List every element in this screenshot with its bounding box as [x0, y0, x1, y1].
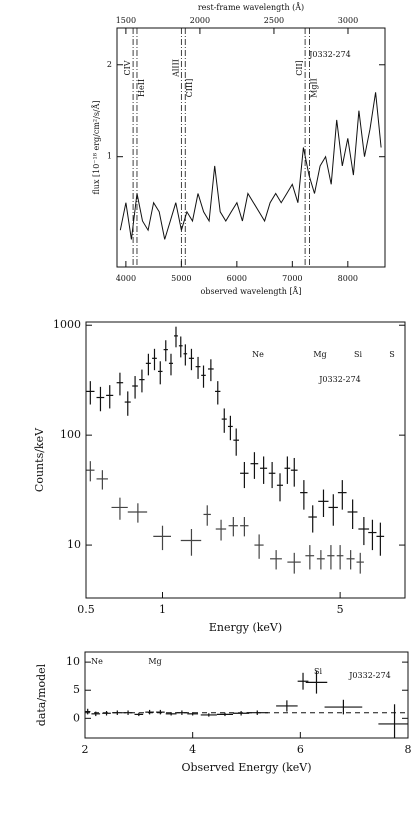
x2-axis-label: rest-frame wavelength (Å) [198, 3, 304, 12]
x2-tick-label: 2500 [264, 16, 284, 25]
x-tick-label: 0.5 [77, 603, 95, 616]
object-label: J0332-274 [308, 50, 351, 59]
line-label: HeII [137, 79, 146, 97]
x2-tick-label: 1500 [116, 16, 136, 25]
x2-tick-label: 2000 [190, 16, 210, 25]
object-label: J0332-274 [318, 375, 361, 384]
annotation: Mg [148, 657, 161, 666]
x-axis-label: Energy (keV) [209, 621, 282, 634]
y-axis-label: data/model [35, 663, 48, 726]
x-tick-label: 8 [405, 743, 412, 756]
x-tick-label: 1 [159, 603, 166, 616]
x-tick-label: 8000 [338, 274, 358, 283]
x-tick-label: 5000 [171, 274, 191, 283]
x-axis-label: Observed Energy (keV) [181, 761, 311, 774]
x2-tick-label: 3000 [338, 16, 358, 25]
frame [85, 321, 406, 599]
y-tick-label: 2 [107, 60, 112, 69]
y-tick-label: 0 [73, 711, 80, 724]
y-axis-label: Counts/keV [33, 427, 46, 492]
y-tick-label: 10 [66, 655, 80, 668]
line-label: CIV [123, 60, 132, 75]
x-axis-label: observed wavelength [Å] [201, 287, 302, 296]
annotation: Ne [91, 657, 103, 666]
frame [116, 27, 386, 268]
y-axis-label: flux [10⁻¹⁸ erg/cm²/s/Å] [92, 100, 101, 194]
object-label: J0332-274 [348, 671, 391, 680]
x-tick-label: 6 [297, 743, 304, 756]
spectrum [119, 92, 382, 240]
annotation: Si [314, 667, 322, 676]
plot-area [85, 671, 408, 738]
plot-area [119, 92, 382, 240]
y-tick-label: 1 [107, 152, 112, 161]
y-tick-label: 5 [73, 683, 80, 696]
y-tick-label: 10 [67, 538, 81, 551]
x-tick-label: 7000 [282, 274, 302, 283]
x-tick-label: 4000 [116, 274, 136, 283]
line-label: CII] [295, 60, 304, 76]
x-tick-label: 5 [337, 603, 344, 616]
y-tick-label: 1000 [53, 318, 81, 331]
frame [84, 651, 409, 739]
annotation: Mg [313, 350, 326, 359]
y-tick-label: 100 [60, 428, 81, 441]
line-label: CIII] [185, 79, 194, 98]
x-tick-label: 4 [189, 743, 196, 756]
annotation: Si [354, 350, 362, 359]
annotation: S [389, 350, 394, 359]
line-label: MgII [310, 78, 319, 98]
x-tick-label: 2 [82, 743, 89, 756]
x-tick-label: 6000 [227, 274, 247, 283]
plot-area [86, 326, 385, 574]
annotation: Ne [252, 350, 264, 359]
line-label: AlIII [171, 59, 180, 78]
